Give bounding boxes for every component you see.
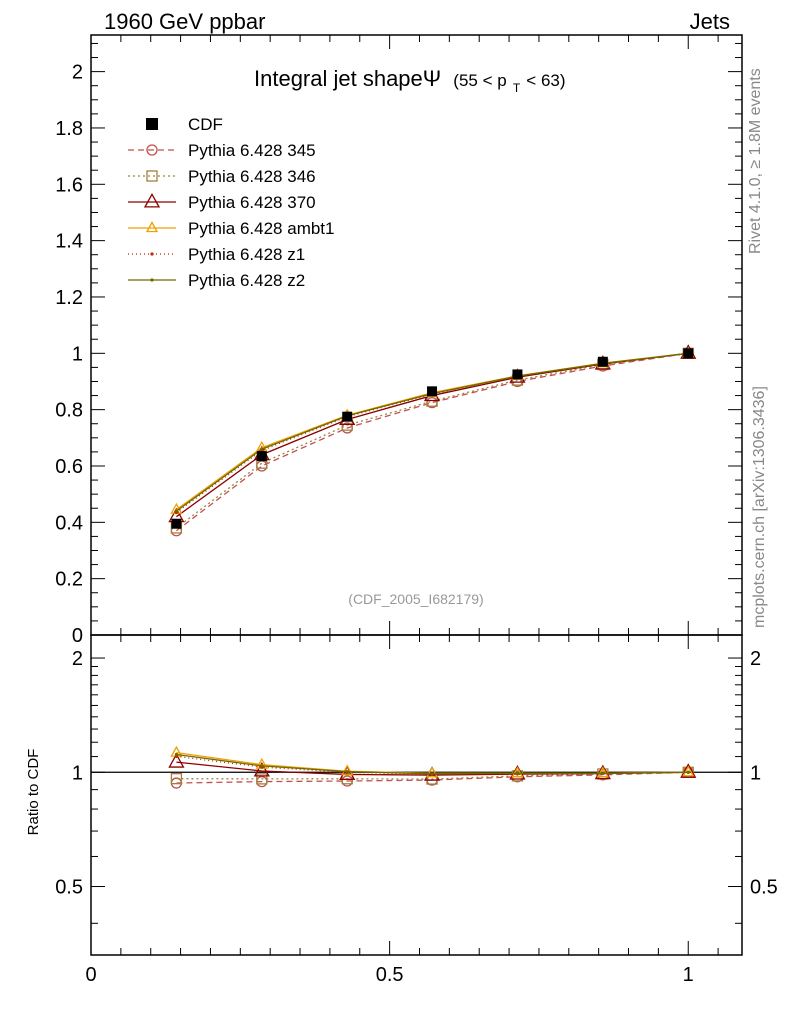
analysis-watermark: (CDF_2005_I682179) [348, 591, 483, 607]
legend: CDF Pythia 6.428 345 Pythia 6.428 346 Pythi… [128, 115, 334, 290]
series-line [176, 352, 689, 512]
header-right-label: Jets [690, 9, 730, 34]
main-y-tick-label: 1.8 [55, 118, 83, 140]
cdf-data-point [683, 348, 694, 359]
main-y-tick-label: 0.4 [55, 512, 83, 534]
cdf-data-point [427, 386, 438, 397]
ratio-series-marker [341, 764, 354, 776]
cdf-data-point [342, 411, 353, 422]
legend-label: Pythia 6.428 345 [188, 141, 316, 160]
chart-title-main: Integral jet shapeΨ [254, 66, 441, 91]
series-line [176, 352, 689, 511]
ratio-series-marker [425, 766, 439, 778]
series-line [176, 352, 689, 532]
ratio-series-marker [515, 771, 520, 775]
chart-title-range-close: < 63) [526, 71, 565, 90]
legend-marker [146, 144, 158, 156]
cdf-data-point [512, 369, 523, 380]
ratio-series-marker [680, 763, 697, 778]
main-y-tick-label: 1.6 [55, 174, 83, 196]
ratio-series-marker [430, 772, 434, 776]
ratio-axis-label: Ratio to CDF [25, 749, 42, 836]
legend-marker [150, 252, 154, 256]
ratio-series-marker [168, 753, 185, 768]
legend-marker [145, 221, 159, 233]
main-y-tick-label: 0.8 [55, 400, 83, 422]
series-marker [256, 460, 268, 472]
cdf-data-point [171, 518, 182, 529]
chart-title-range-open: (55 < p [453, 71, 506, 90]
legend-label: Pythia 6.428 z1 [188, 245, 305, 264]
ratio-series-marker [345, 770, 349, 774]
legend-label: Pythia 6.428 ambt1 [188, 219, 334, 238]
main-y-tick-label: 0 [72, 625, 83, 647]
mcplots-reference-label: mcplots.cern.ch [arXiv:1306.3436] [751, 386, 768, 628]
rivet-version-label: Rivet 4.1.0, ≥ 1.8M events [747, 68, 764, 254]
main-axes: 0 0.2 0.4 0.6 0.8 1 1.2 1.4 1.6 1.8 2 [55, 42, 742, 647]
main-series-layer [168, 344, 697, 537]
legend-marker [143, 192, 161, 208]
chart-title: Integral jet shapeΨ (55 < p T < 63) [254, 66, 566, 97]
ratio-series-marker [253, 761, 270, 777]
main-y-tick-label: 1 [72, 343, 83, 365]
series-line [176, 352, 689, 513]
ratio-series-marker [686, 770, 690, 774]
ratio-y-tick-label-left: 1 [72, 762, 83, 784]
ratio-series-line [176, 753, 689, 775]
cdf-data-point [256, 451, 267, 462]
ratio-y-tick-label-right: 0.5 [750, 877, 778, 899]
chart-title-subscript: T [513, 81, 521, 95]
ratio-series-marker [596, 766, 609, 778]
legend-label-cdf: CDF [188, 115, 223, 134]
x-tick-label: 1 [683, 964, 694, 986]
ratio-plot-frame [90, 634, 743, 956]
ratio-series-marker [511, 766, 524, 778]
x-tick-label: 0 [85, 964, 96, 986]
ratio-series-marker [594, 764, 611, 780]
ratio-y-tick-label-left: 2 [72, 648, 83, 670]
ratio-series-marker [170, 773, 183, 785]
ratio-series-marker [174, 752, 179, 757]
ratio-y-tick-label-right: 1 [750, 762, 761, 784]
x-axis: 0 0.5 1 [85, 35, 719, 986]
series-line [176, 352, 689, 529]
header-left-label: 1960 GeV ppbar [104, 9, 265, 34]
main-y-tick-label: 1.2 [55, 287, 83, 309]
ratio-y-tick-label-left: 0.5 [55, 877, 83, 899]
series-marker [174, 509, 179, 513]
series-marker [260, 447, 264, 451]
ratio-series-layer [168, 745, 697, 789]
legend-marker [150, 278, 154, 282]
legend-label: Pythia 6.428 370 [188, 193, 316, 212]
ratio-series-marker [256, 773, 268, 785]
ratio-axes: 0.5 0.5 1 1 2 2 [55, 648, 778, 924]
ratio-series-marker [260, 764, 264, 768]
legend-label: Pythia 6.428 z2 [188, 271, 305, 290]
ratio-series-marker [682, 765, 695, 777]
ratio-series-marker [601, 771, 605, 775]
legend-marker [146, 170, 158, 182]
main-y-tick-label: 0.6 [55, 456, 83, 478]
legend-cdf-marker [146, 118, 158, 130]
series-line [176, 352, 689, 518]
x-tick-label: 0.5 [376, 964, 404, 986]
legend-label: Pythia 6.428 346 [188, 167, 316, 186]
main-y-tick-label: 1.4 [55, 231, 83, 253]
cdf-data-point [597, 356, 608, 367]
ratio-y-tick-label-right: 2 [750, 648, 761, 670]
main-y-tick-label: 0.2 [55, 569, 83, 591]
main-y-tick-label: 2 [72, 62, 83, 84]
